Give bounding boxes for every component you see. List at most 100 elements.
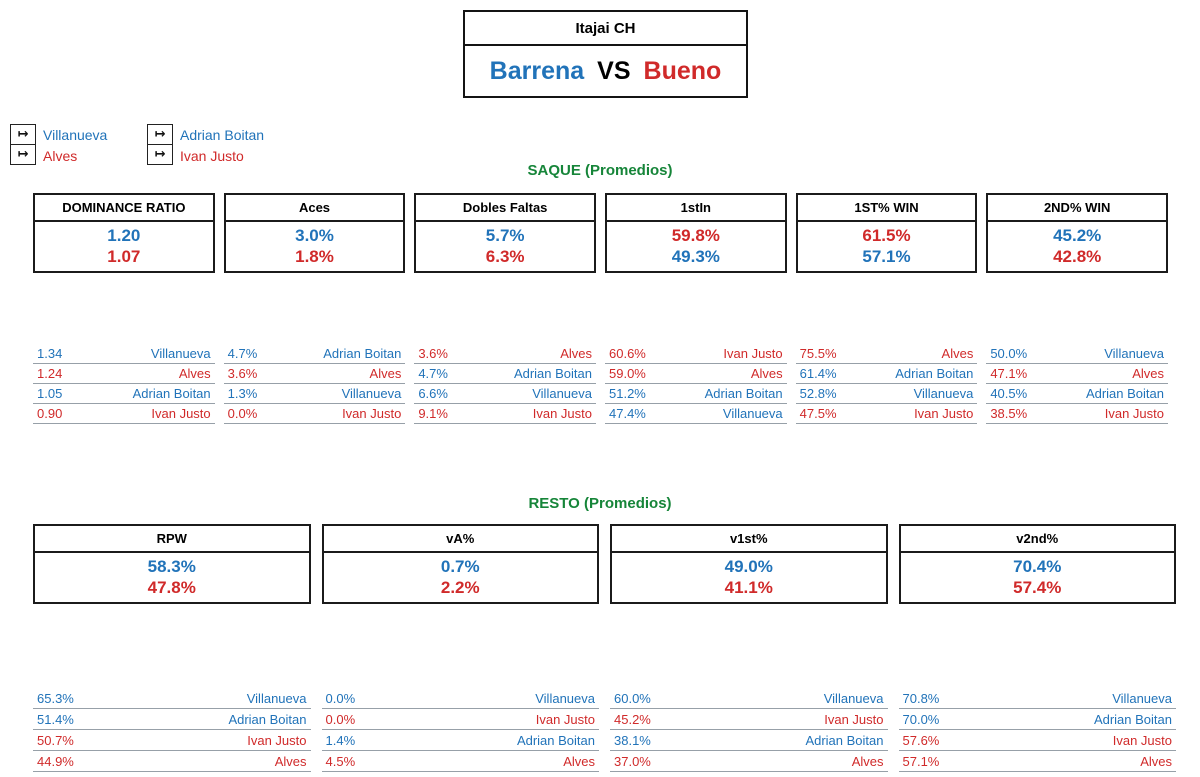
stat-label: v1st% xyxy=(612,526,886,553)
stat-value-bottom: 6.3% xyxy=(485,247,525,266)
player-name: Ivan Justo xyxy=(247,732,307,748)
player-average-row: 38.1% Adrian Boitan xyxy=(610,730,888,751)
stat-value-bottom: 1.8% xyxy=(295,247,334,266)
stat-label: RPW xyxy=(35,526,309,553)
stat-value-top: 58.3% xyxy=(147,557,196,576)
stat-box-va: vA% 0.7% 2.2% xyxy=(321,524,599,604)
player-name: Adrian Boitan xyxy=(513,366,592,381)
averages-column-1stin: 60.6% Ivan Justo 59.0% Alves 51.2% Adria… xyxy=(605,344,787,424)
legend-group-1: ↦ ↦ Villanueva Alves xyxy=(10,124,107,166)
player-name: Villanueva xyxy=(913,386,974,401)
player-average-row: 50.0% Villanueva xyxy=(986,344,1168,364)
stat-label: v2nd% xyxy=(900,526,1174,553)
resto-player-averages: 65.3% Villanueva 51.4% Adrian Boitan 50.… xyxy=(33,688,1176,772)
average-value: 51.2% xyxy=(609,386,646,401)
averages-column-v1st: 60.0% Villanueva 45.2% Ivan Justo 38.1% … xyxy=(610,688,888,772)
stat-values: 0.7% 2.2% xyxy=(324,553,598,602)
player-name: Villanueva xyxy=(1104,346,1164,361)
player-average-row: 51.4% Adrian Boitan xyxy=(33,709,311,730)
average-value: 3.6% xyxy=(227,366,258,381)
player-average-row: 0.90 Ivan Justo xyxy=(33,404,215,424)
player-average-row: 37.0% Alves xyxy=(610,751,888,772)
average-value: 60.6% xyxy=(609,346,646,361)
player-name: Villanueva xyxy=(246,690,307,706)
average-value: 0.0% xyxy=(325,711,356,727)
player-average-row: 0.0% Ivan Justo xyxy=(321,709,599,730)
stat-box-rpw: RPW 58.3% 47.8% xyxy=(33,524,311,604)
resto-stat-boxes: RPW 58.3% 47.8% vA% 0.7% 2.2% v1st% 49.0… xyxy=(33,524,1176,604)
average-value: 70.8% xyxy=(902,690,940,706)
average-value: 37.0% xyxy=(614,753,651,769)
legend-group-2: ↦ ↦ Adrian Boitan Ivan Justo xyxy=(147,124,264,166)
player-average-row: 50.7% Ivan Justo xyxy=(33,730,311,751)
legend-labels: Villanueva Alves xyxy=(43,124,107,166)
average-value: 45.2% xyxy=(614,711,651,727)
stat-value-bottom: 41.1% xyxy=(724,578,773,597)
player-name: Ivan Justo xyxy=(342,406,402,421)
averages-column-1st-win: 75.5% Alves 61.4% Adrian Boitan 52.8% Vi… xyxy=(795,344,978,424)
player-name: Ivan Justo xyxy=(532,406,592,421)
player-average-row: 70.0% Adrian Boitan xyxy=(898,709,1176,730)
player-average-row: 1.4% Adrian Boitan xyxy=(321,730,599,751)
arrow-icon[interactable]: ↦ xyxy=(148,144,172,164)
stat-values: 59.8% 49.3% xyxy=(607,222,785,271)
averages-column-va: 0.0% Villanueva 0.0% Ivan Justo 1.4% Adr… xyxy=(321,688,599,772)
stat-values: 45.2% 42.8% xyxy=(988,222,1166,271)
stat-value-bottom: 47.8% xyxy=(147,578,196,597)
player-name: Villanueva xyxy=(150,346,211,361)
player-name: Adrian Boitan xyxy=(323,346,402,361)
legend-player-name: Ivan Justo xyxy=(180,147,244,164)
legend-icons: ↦ ↦ xyxy=(147,124,173,165)
stat-label: Dobles Faltas xyxy=(416,195,594,222)
player-average-row: 45.2% Ivan Justo xyxy=(610,709,888,730)
averages-column-dominance-ratio: 1.34 Villanueva 1.24 Alves 1.05 Adrian B… xyxy=(33,344,215,424)
arrow-icon[interactable]: ↦ xyxy=(154,127,166,142)
saque-player-averages: 1.34 Villanueva 1.24 Alves 1.05 Adrian B… xyxy=(33,344,1168,424)
match-header: Itajai CH Barrena VS Bueno xyxy=(463,10,748,98)
stat-box-2nd-win: 2ND% WIN 45.2% 42.8% xyxy=(986,193,1168,273)
player-average-row: 4.7% Adrian Boitan xyxy=(414,364,596,384)
player-name: Alves xyxy=(1132,366,1164,381)
player-average-row: 47.4% Villanueva xyxy=(605,404,787,424)
arrow-icon[interactable]: ↦ xyxy=(11,144,35,164)
player-average-row: 6.6% Villanueva xyxy=(414,384,596,404)
stat-value-bottom: 57.1% xyxy=(862,247,911,266)
player-name: Villanueva xyxy=(532,386,592,401)
player-name: Alves xyxy=(560,346,592,361)
player-name: Alves xyxy=(851,753,884,769)
player-average-row: 0.0% Ivan Justo xyxy=(223,404,406,424)
player-name: Adrian Boitan xyxy=(228,711,307,727)
average-value: 60.0% xyxy=(614,690,651,706)
average-value: 61.4% xyxy=(799,366,837,381)
average-value: 51.4% xyxy=(37,711,74,727)
stat-value-top: 0.7% xyxy=(440,557,480,576)
stat-label: 1stIn xyxy=(607,195,785,222)
stat-label: vA% xyxy=(323,526,597,553)
average-value: 6.6% xyxy=(418,386,448,401)
average-value: 1.34 xyxy=(37,346,63,361)
averages-column-2nd-win: 50.0% Villanueva 47.1% Alves 40.5% Adria… xyxy=(986,344,1168,424)
player-name: Adrian Boitan xyxy=(895,366,974,381)
player-average-row: 44.9% Alves xyxy=(33,751,311,772)
player-average-row: 60.0% Villanueva xyxy=(610,688,888,709)
stat-value-bottom: 49.3% xyxy=(671,247,720,266)
player-average-row: 3.6% Alves xyxy=(223,364,406,384)
stat-value-top: 5.7% xyxy=(485,226,525,245)
average-value: 4.7% xyxy=(418,366,448,381)
section-title-saque: SAQUE (Promedios) xyxy=(527,162,673,179)
saque-stat-boxes: DOMINANCE RATIO 1.20 1.07 Aces 3.0% 1.8%… xyxy=(33,193,1168,273)
stat-value-top: 61.5% xyxy=(862,226,911,245)
average-value: 50.0% xyxy=(990,346,1028,361)
player-name: Villanueva xyxy=(722,406,783,421)
stat-value-bottom: 1.07 xyxy=(107,247,141,266)
averages-column-aces: 4.7% Adrian Boitan 3.6% Alves 1.3% Villa… xyxy=(223,344,406,424)
average-value: 50.7% xyxy=(37,732,74,748)
player-average-row: 1.24 Alves xyxy=(33,364,215,384)
player-average-row: 1.05 Adrian Boitan xyxy=(33,384,215,404)
player-average-row: 1.34 Villanueva xyxy=(33,344,215,364)
arrow-icon[interactable]: ↦ xyxy=(17,127,29,142)
player-average-row: 65.3% Villanueva xyxy=(33,688,311,709)
player-average-row: 3.6% Alves xyxy=(414,344,596,364)
matchup-title: Barrena VS Bueno xyxy=(465,46,746,96)
average-value: 4.5% xyxy=(325,753,356,769)
